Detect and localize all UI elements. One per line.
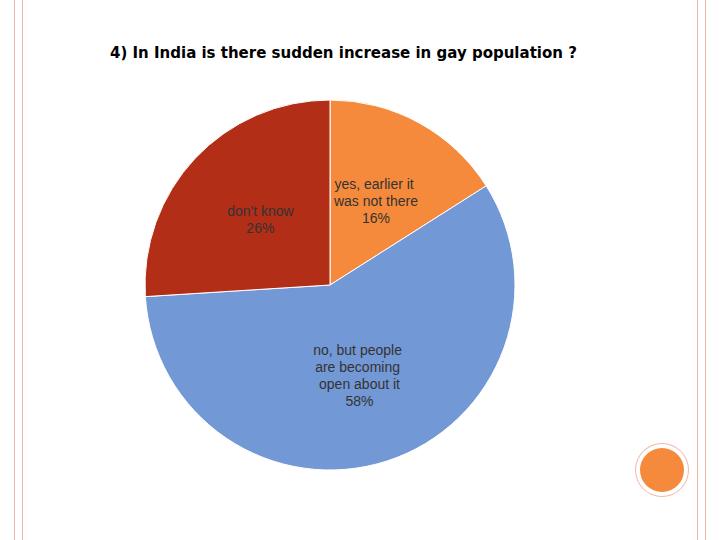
svg-text:no, but people: no, but people <box>313 342 406 358</box>
svg-text:yes, earlier it: yes, earlier it <box>334 176 417 192</box>
svg-text:are becoming: are becoming <box>315 359 404 375</box>
svg-text:4) In India is there sudden in: 4) In India is there sudden increase in … <box>110 44 577 62</box>
svg-text:26%: 26% <box>246 220 274 236</box>
svg-text:open about it: open about it <box>319 376 400 392</box>
svg-text:don't know: don't know <box>227 203 294 219</box>
svg-text:16%: 16% <box>362 210 390 226</box>
svg-text:58%: 58% <box>345 393 373 409</box>
svg-text:was not there: was not there <box>333 193 418 209</box>
